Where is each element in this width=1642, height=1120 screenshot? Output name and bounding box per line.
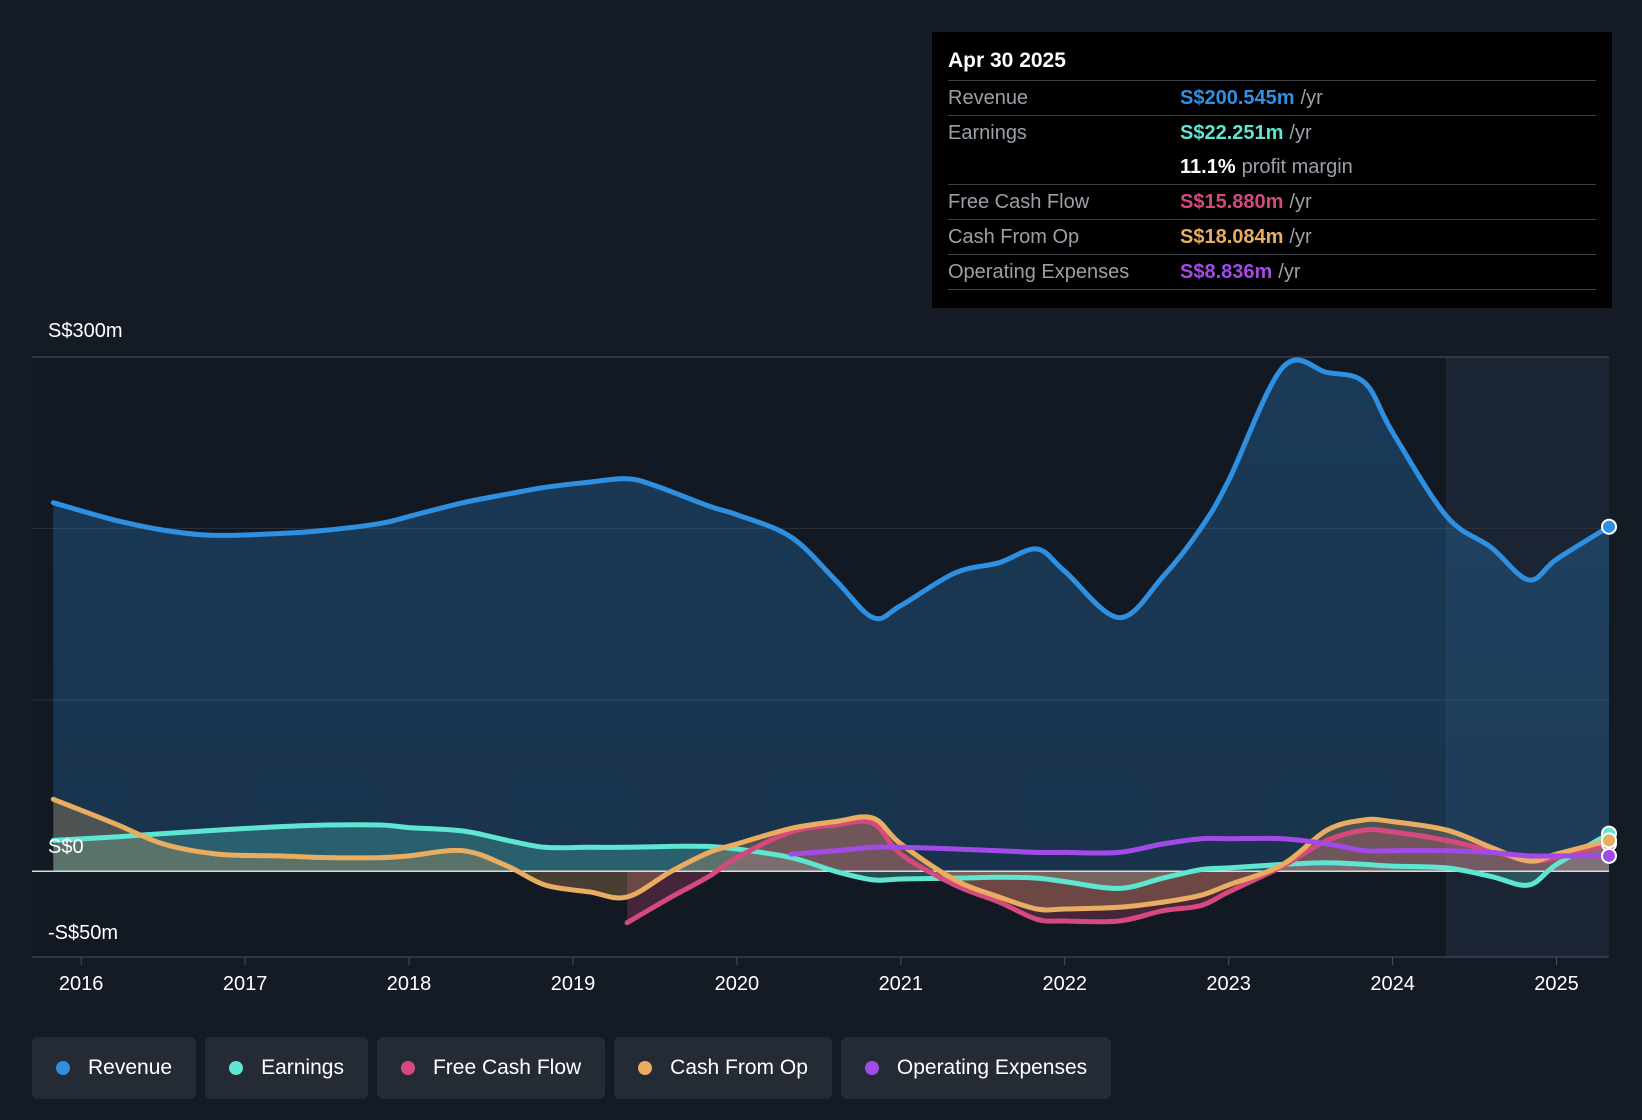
- tooltip-label: Operating Expenses: [948, 261, 1130, 283]
- legend-item-operating-expenses[interactable]: Operating Expenses: [840, 1037, 1112, 1099]
- tooltip-label: Revenue: [948, 87, 1029, 109]
- series-line-cash-from-op: [50, 796, 1612, 913]
- series-line-free-cash-flow: [624, 818, 1612, 926]
- endpoint-cash-from-op: [1601, 832, 1617, 849]
- tooltip-label: [948, 150, 1180, 184]
- data-tooltip: Apr 30 2025 Revenue S$200.545m /yr Earni…: [932, 32, 1612, 308]
- y-axis-top-label: S$300m: [48, 320, 123, 342]
- tooltip-row-free-cash-flow: Free Cash Flow S$15.880m /yr: [948, 185, 1596, 220]
- operating-expenses-dot-icon: [864, 1061, 879, 1075]
- chart-legend: Revenue Earnings Free Cash Flow Cash Fro…: [32, 1037, 1112, 1099]
- tooltip-row-earnings: Earnings S$22.251m /yr: [948, 116, 1596, 150]
- revenue-dot-icon: [56, 1061, 70, 1075]
- tooltip-row-cash-from-op: Cash From Op S$18.084m /yr: [948, 220, 1596, 255]
- tooltip-row-revenue: Revenue S$200.545m /yr: [948, 81, 1596, 116]
- legend-item-earnings[interactable]: Earnings: [205, 1037, 368, 1099]
- x-tick-label: 2025: [1534, 973, 1579, 995]
- legend-label: Operating Expenses: [896, 1056, 1088, 1079]
- tooltip-unit: profit margin: [1241, 156, 1353, 178]
- tooltip-value: S$8.836m: [1180, 261, 1273, 283]
- x-tick-label: 2021: [879, 973, 924, 995]
- legend-item-free-cash-flow[interactable]: Free Cash Flow: [376, 1037, 606, 1099]
- cash-from-op-dot-icon: [638, 1061, 653, 1075]
- y-axis-bottom-label: -S$50m: [48, 922, 119, 944]
- series-area-revenue: [53, 359, 1609, 872]
- earnings-dot-icon: [229, 1061, 244, 1075]
- endpoint-revenue: [1601, 518, 1617, 535]
- tooltip-row-operating-expenses: Operating Expenses S$8.836m /yr: [948, 255, 1596, 290]
- tooltip-unit: /yr: [1289, 191, 1312, 213]
- legend-item-cash-from-op[interactable]: Cash From Op: [614, 1037, 832, 1099]
- series-line-revenue: [50, 357, 1612, 622]
- endpoint-operating-expenses: [1601, 847, 1617, 864]
- legend-label: Revenue: [88, 1056, 173, 1079]
- x-tick-label: 2020: [715, 973, 760, 995]
- tooltip-label: Cash From Op: [948, 226, 1080, 248]
- x-tick-label: 2018: [387, 973, 432, 995]
- series-area-earnings: [53, 824, 1609, 889]
- tooltip-value: 11.1%: [1180, 156, 1236, 178]
- tooltip-unit: /yr: [1300, 87, 1323, 109]
- series-line-operating-expenses: [788, 835, 1612, 859]
- legend-label: Earnings: [261, 1056, 344, 1079]
- x-tick-label: 2019: [551, 973, 596, 995]
- tooltip-value: S$18.084m: [1180, 226, 1284, 248]
- legend-label: Free Cash Flow: [432, 1056, 582, 1079]
- legend-label: Cash From Op: [670, 1056, 808, 1079]
- x-tick-label: 2022: [1043, 973, 1088, 995]
- free-cash-flow-dot-icon: [400, 1061, 415, 1075]
- tooltip-unit: /yr: [1278, 261, 1301, 283]
- tooltip-label: Free Cash Flow: [948, 191, 1090, 213]
- tooltip-row-profit-margin: 11.1% profit margin: [948, 150, 1596, 185]
- x-tick-label: 2024: [1370, 973, 1415, 995]
- x-tick-label: 2017: [223, 973, 268, 995]
- x-tick-label: 2016: [59, 973, 104, 995]
- tooltip-date: Apr 30 2025: [948, 46, 1596, 81]
- y-axis-zero-label: S$0: [48, 836, 84, 858]
- x-tick-label: 2023: [1206, 973, 1251, 995]
- tooltip-value: S$15.880m: [1180, 191, 1284, 213]
- series-area-cash-from-op: [53, 799, 1609, 910]
- legend-item-revenue[interactable]: Revenue: [32, 1037, 197, 1099]
- tooltip-label: Earnings: [948, 122, 1027, 144]
- tooltip-unit: /yr: [1289, 122, 1312, 144]
- series-line-earnings: [50, 822, 1612, 891]
- tooltip-unit: /yr: [1289, 226, 1312, 248]
- tooltip-value: S$22.251m: [1180, 122, 1284, 144]
- tooltip-value: S$200.545m: [1180, 87, 1295, 109]
